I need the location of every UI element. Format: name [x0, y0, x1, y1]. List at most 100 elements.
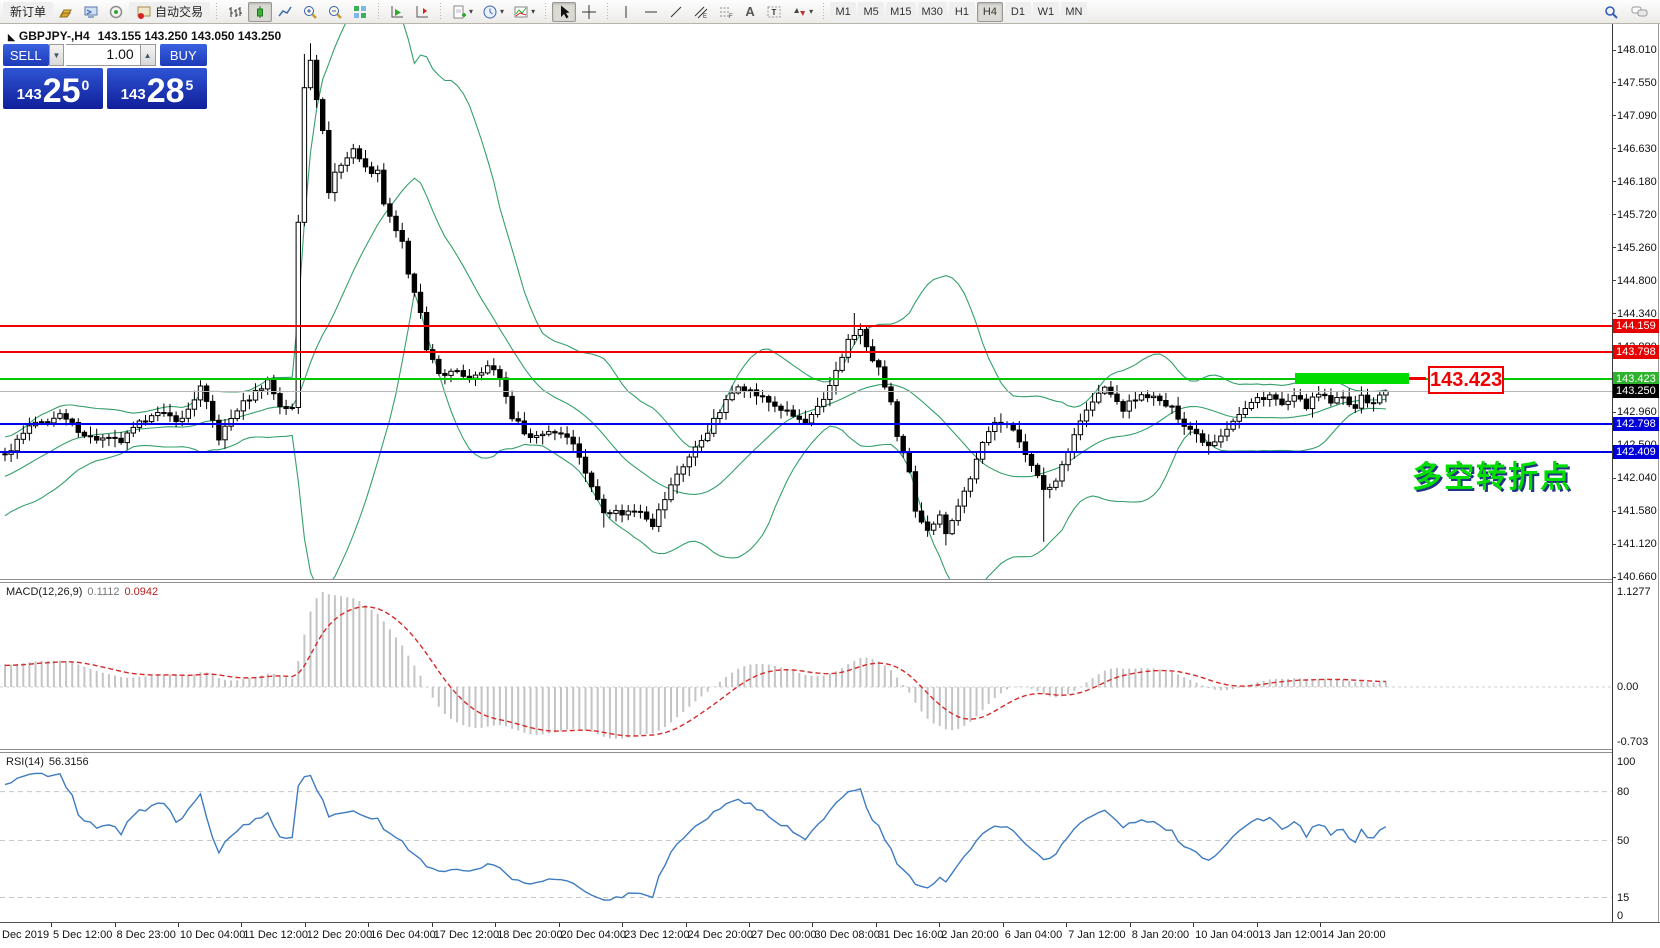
pane-separator[interactable]	[0, 579, 1613, 583]
horizontal-level-line[interactable]	[0, 325, 1613, 327]
time-tick-mark	[177, 923, 179, 927]
arrows-button[interactable]: ▾	[787, 2, 817, 22]
buy-price-pip: 5	[185, 77, 194, 93]
toolbar: 新订单 自动交易 ▾ ▾ ▾ E F A T ▾	[0, 0, 1660, 24]
time-tick-label: 6 Jan 04:00	[1004, 929, 1063, 941]
horizontal-level-line[interactable]	[0, 450, 1613, 453]
price-tick-mark	[1612, 148, 1616, 150]
macd-pane-canvas[interactable]	[0, 583, 1613, 749]
candlestick-chart-button[interactable]	[248, 1, 273, 22]
time-tick-label: 7 Jan 12:00	[1068, 929, 1126, 941]
volume-increase-button[interactable]: ▲	[139, 44, 156, 66]
rsi-tick-label: 0	[1617, 910, 1624, 922]
price-tick-label: 140.660	[1617, 571, 1657, 583]
chinese-annotation[interactable]: 多空转折点	[1412, 452, 1572, 496]
volume-input[interactable]: 1.00	[66, 44, 140, 66]
time-tick-mark	[1002, 923, 1004, 927]
time-tick-label: Dec 2019	[2, 929, 50, 941]
sell-price-main: 25	[42, 72, 81, 110]
price-tick-label: 144.800	[1617, 274, 1657, 287]
price-tick-mark	[1612, 49, 1616, 51]
price-tick-label: 147.090	[1617, 109, 1657, 122]
price-tick-label: 145.720	[1617, 208, 1657, 221]
sell-button[interactable]: SELL	[3, 44, 49, 66]
price-callout-box[interactable]: 143.423	[1428, 366, 1504, 394]
price-tick-mark	[1612, 510, 1616, 512]
time-tick-mark	[939, 923, 941, 927]
auto-scroll-button[interactable]	[385, 2, 409, 22]
channel-button[interactable]: E	[689, 2, 713, 22]
indicators-button[interactable]: ▾	[447, 2, 477, 22]
timeframe-d1-button[interactable]: D1	[1004, 1, 1031, 22]
time-tick-mark	[495, 923, 497, 927]
line-chart-button[interactable]	[273, 2, 297, 22]
price-tag: 142.798	[1613, 416, 1659, 431]
rsi-label: RSI(14) 56.3156	[6, 756, 89, 768]
chat-icon[interactable]	[1627, 2, 1653, 22]
macd-label: MACD(12,26,9) 0.1112 0.0942	[6, 586, 158, 598]
timeframe-m30-button[interactable]: M30	[917, 1, 947, 22]
buy-price-base: 143	[120, 86, 146, 103]
toolbar-gripper	[437, 2, 445, 21]
autotrading-label: 自动交易	[155, 5, 204, 19]
time-tick-mark	[368, 923, 370, 927]
time-tick-label: 30 Dec 08:00	[814, 929, 880, 941]
vertical-line-button[interactable]	[614, 2, 638, 22]
text-label-button[interactable]: T	[762, 2, 786, 22]
buy-button[interactable]: BUY	[159, 44, 208, 66]
timeframe-mn-button[interactable]: MN	[1060, 1, 1087, 22]
bar-chart-button[interactable]	[223, 2, 247, 22]
macd-main-value: 0.1112	[87, 586, 120, 598]
horizontal-level-line[interactable]	[0, 377, 1613, 380]
new-order-button[interactable]: 新订单	[3, 1, 54, 22]
horizontal-level-line[interactable]	[0, 350, 1613, 353]
periods-button[interactable]: ▾	[478, 2, 508, 22]
new-order-label: 新订单	[10, 5, 47, 19]
signals-icon[interactable]	[104, 2, 128, 22]
rsi-pane-canvas[interactable]	[0, 753, 1613, 922]
timeframe-m15-button[interactable]: M15	[886, 1, 916, 22]
one-click-trading-panel: SELL ▼ 1.00 ▲ BUY 143 25 0 143 28 5	[3, 44, 208, 109]
timeframe-group: M1 M5 M15 M30 H1 H4 D1 W1 MN	[830, 1, 1087, 22]
main-chart-canvas[interactable]	[0, 24, 1613, 580]
buy-price-button[interactable]: 143 28 5	[107, 68, 207, 109]
zoom-out-button[interactable]	[323, 2, 347, 22]
time-tick-mark	[1256, 923, 1258, 927]
time-axis[interactable]: Dec 2019 5 Dec 12:00 8 Dec 23:00 10 Dec 04:…	[0, 923, 1660, 948]
price-callout-text: 143.423	[1430, 369, 1503, 391]
chart-shift-button[interactable]	[410, 2, 434, 22]
tile-windows-button[interactable]	[348, 2, 372, 22]
timeframe-h1-button[interactable]: H1	[948, 1, 975, 22]
price-tick-mark	[1612, 313, 1616, 314]
time-tick-label: 10 Jan 04:00	[1195, 929, 1259, 941]
toolbar-gripper	[213, 2, 221, 21]
text-button[interactable]: A	[745, 4, 755, 19]
horizontal-level-line[interactable]	[0, 390, 1613, 392]
ohlc-values: 143.155 143.250 143.050 143.250	[97, 29, 282, 43]
sell-price-button[interactable]: 143 25 0	[3, 68, 103, 109]
autotrading-button[interactable]: 自动交易	[129, 1, 211, 22]
timeframe-w1-button[interactable]: W1	[1032, 1, 1059, 22]
search-icon[interactable]	[1599, 2, 1623, 22]
timeframe-m1-button[interactable]: M1	[830, 1, 857, 22]
timeframe-h4-button[interactable]: H4	[976, 1, 1003, 22]
horizontal-level-line[interactable]	[0, 422, 1613, 425]
zoom-in-button[interactable]	[298, 2, 322, 22]
templates-button[interactable]: ▾	[509, 2, 539, 22]
price-tick-label: 145.260	[1617, 241, 1657, 254]
gold-bars-icon[interactable]	[54, 2, 78, 22]
fibonacci-button[interactable]: F	[714, 2, 738, 22]
price-tick-mark	[1612, 477, 1616, 479]
timeframe-m5-button[interactable]: M5	[858, 1, 885, 22]
volume-decrease-button[interactable]: ▼	[48, 44, 65, 66]
time-tick-mark	[685, 923, 687, 927]
green-highlight-bar[interactable]	[1295, 373, 1409, 384]
time-tick-label: 2 Jan 20:00	[941, 929, 999, 941]
trendline-button[interactable]	[664, 2, 688, 22]
crosshair-button[interactable]	[577, 2, 601, 22]
pane-separator[interactable]	[0, 749, 1613, 753]
terminal-icon[interactable]	[79, 2, 103, 22]
time-tick-label: 27 Dec 00:00	[751, 929, 817, 941]
horizontal-line-button[interactable]	[639, 2, 663, 22]
cursor-button[interactable]	[552, 1, 577, 22]
